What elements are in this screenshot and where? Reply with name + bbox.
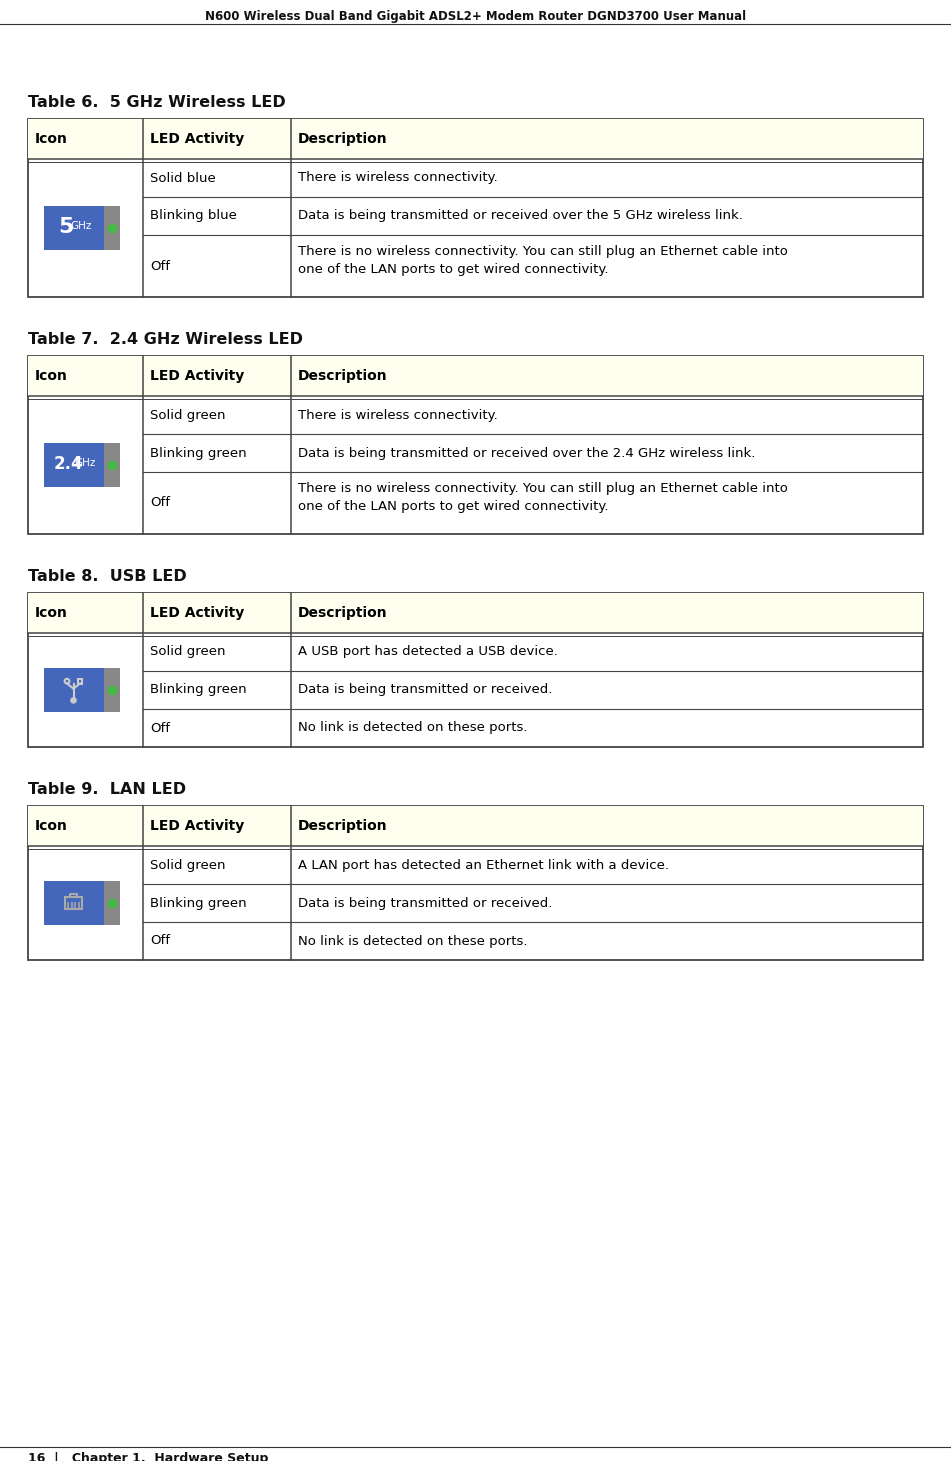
Bar: [28, 593, 923, 747]
Text: LED Activity: LED Activity: [150, 370, 244, 383]
Text: A LAN port has detected an Ethernet link with a device.: A LAN port has detected an Ethernet link…: [298, 859, 669, 872]
Text: N600 Wireless Dual Band Gigabit ADSL2+ Modem Router DGND3700 User Manual: N600 Wireless Dual Band Gigabit ADSL2+ M…: [204, 10, 747, 23]
Bar: [44, 443, 104, 487]
Text: Data is being transmitted or received.: Data is being transmitted or received.: [298, 897, 553, 910]
Bar: [28, 118, 923, 159]
Text: Blinking green: Blinking green: [150, 897, 246, 910]
Text: GHz: GHz: [70, 221, 92, 231]
Text: No link is detected on these ports.: No link is detected on these ports.: [298, 935, 528, 948]
Text: A USB port has detected a USB device.: A USB port has detected a USB device.: [298, 646, 558, 659]
Text: No link is detected on these ports.: No link is detected on these ports.: [298, 722, 528, 735]
Text: Blinking blue: Blinking blue: [150, 209, 237, 222]
Text: There is no wireless connectivity. You can still plug an Ethernet cable into: There is no wireless connectivity. You c…: [298, 245, 787, 259]
Text: Blinking green: Blinking green: [150, 447, 246, 460]
Text: Off: Off: [150, 722, 170, 735]
Text: Solid green: Solid green: [150, 859, 225, 872]
Text: Description: Description: [298, 131, 388, 146]
Bar: [28, 118, 923, 297]
Text: Table 9.  LAN LED: Table 9. LAN LED: [28, 782, 186, 798]
Text: LED Activity: LED Activity: [150, 131, 244, 146]
Text: Solid green: Solid green: [150, 646, 225, 659]
Bar: [28, 356, 923, 396]
Bar: [28, 593, 923, 633]
Text: Solid blue: Solid blue: [150, 171, 216, 184]
Text: 16  |   Chapter 1.  Hardware Setup: 16 | Chapter 1. Hardware Setup: [28, 1452, 268, 1461]
Bar: [65, 897, 82, 909]
Bar: [104, 881, 120, 925]
Text: Icon: Icon: [35, 131, 68, 146]
Bar: [104, 206, 120, 250]
Text: GHz: GHz: [75, 457, 96, 468]
Bar: [28, 806, 923, 960]
Text: Description: Description: [298, 820, 388, 833]
Bar: [104, 668, 120, 712]
Text: Table 7.  2.4 GHz Wireless LED: Table 7. 2.4 GHz Wireless LED: [28, 332, 303, 348]
Text: There is wireless connectivity.: There is wireless connectivity.: [298, 171, 497, 184]
Text: Icon: Icon: [35, 370, 68, 383]
Text: Off: Off: [150, 260, 170, 273]
Text: Description: Description: [298, 606, 388, 619]
Text: 2.4: 2.4: [53, 454, 84, 473]
Text: Data is being transmitted or received over the 2.4 GHz wireless link.: Data is being transmitted or received ov…: [298, 447, 755, 460]
Bar: [78, 679, 83, 684]
Text: Off: Off: [150, 497, 170, 510]
Text: Solid green: Solid green: [150, 409, 225, 422]
Text: Table 6.  5 GHz Wireless LED: Table 6. 5 GHz Wireless LED: [28, 95, 285, 110]
Bar: [44, 881, 104, 925]
Text: Data is being transmitted or received.: Data is being transmitted or received.: [298, 684, 553, 697]
Text: Description: Description: [298, 370, 388, 383]
Text: There is wireless connectivity.: There is wireless connectivity.: [298, 409, 497, 422]
Text: Data is being transmitted or received over the 5 GHz wireless link.: Data is being transmitted or received ov…: [298, 209, 743, 222]
Text: LED Activity: LED Activity: [150, 606, 244, 619]
Bar: [28, 356, 923, 535]
Text: Icon: Icon: [35, 606, 68, 619]
Circle shape: [71, 698, 76, 703]
Text: Blinking green: Blinking green: [150, 684, 246, 697]
Text: Icon: Icon: [35, 820, 68, 833]
Bar: [44, 206, 104, 250]
Text: LED Activity: LED Activity: [150, 820, 244, 833]
Text: one of the LAN ports to get wired connectivity.: one of the LAN ports to get wired connec…: [298, 500, 609, 513]
Bar: [104, 443, 120, 487]
Bar: [44, 668, 104, 712]
Bar: [28, 806, 923, 846]
Text: one of the LAN ports to get wired connectivity.: one of the LAN ports to get wired connec…: [298, 263, 609, 276]
Text: There is no wireless connectivity. You can still plug an Ethernet cable into: There is no wireless connectivity. You c…: [298, 482, 787, 495]
Text: Off: Off: [150, 935, 170, 948]
Text: 5: 5: [58, 218, 73, 237]
Text: Table 8.  USB LED: Table 8. USB LED: [28, 568, 186, 584]
